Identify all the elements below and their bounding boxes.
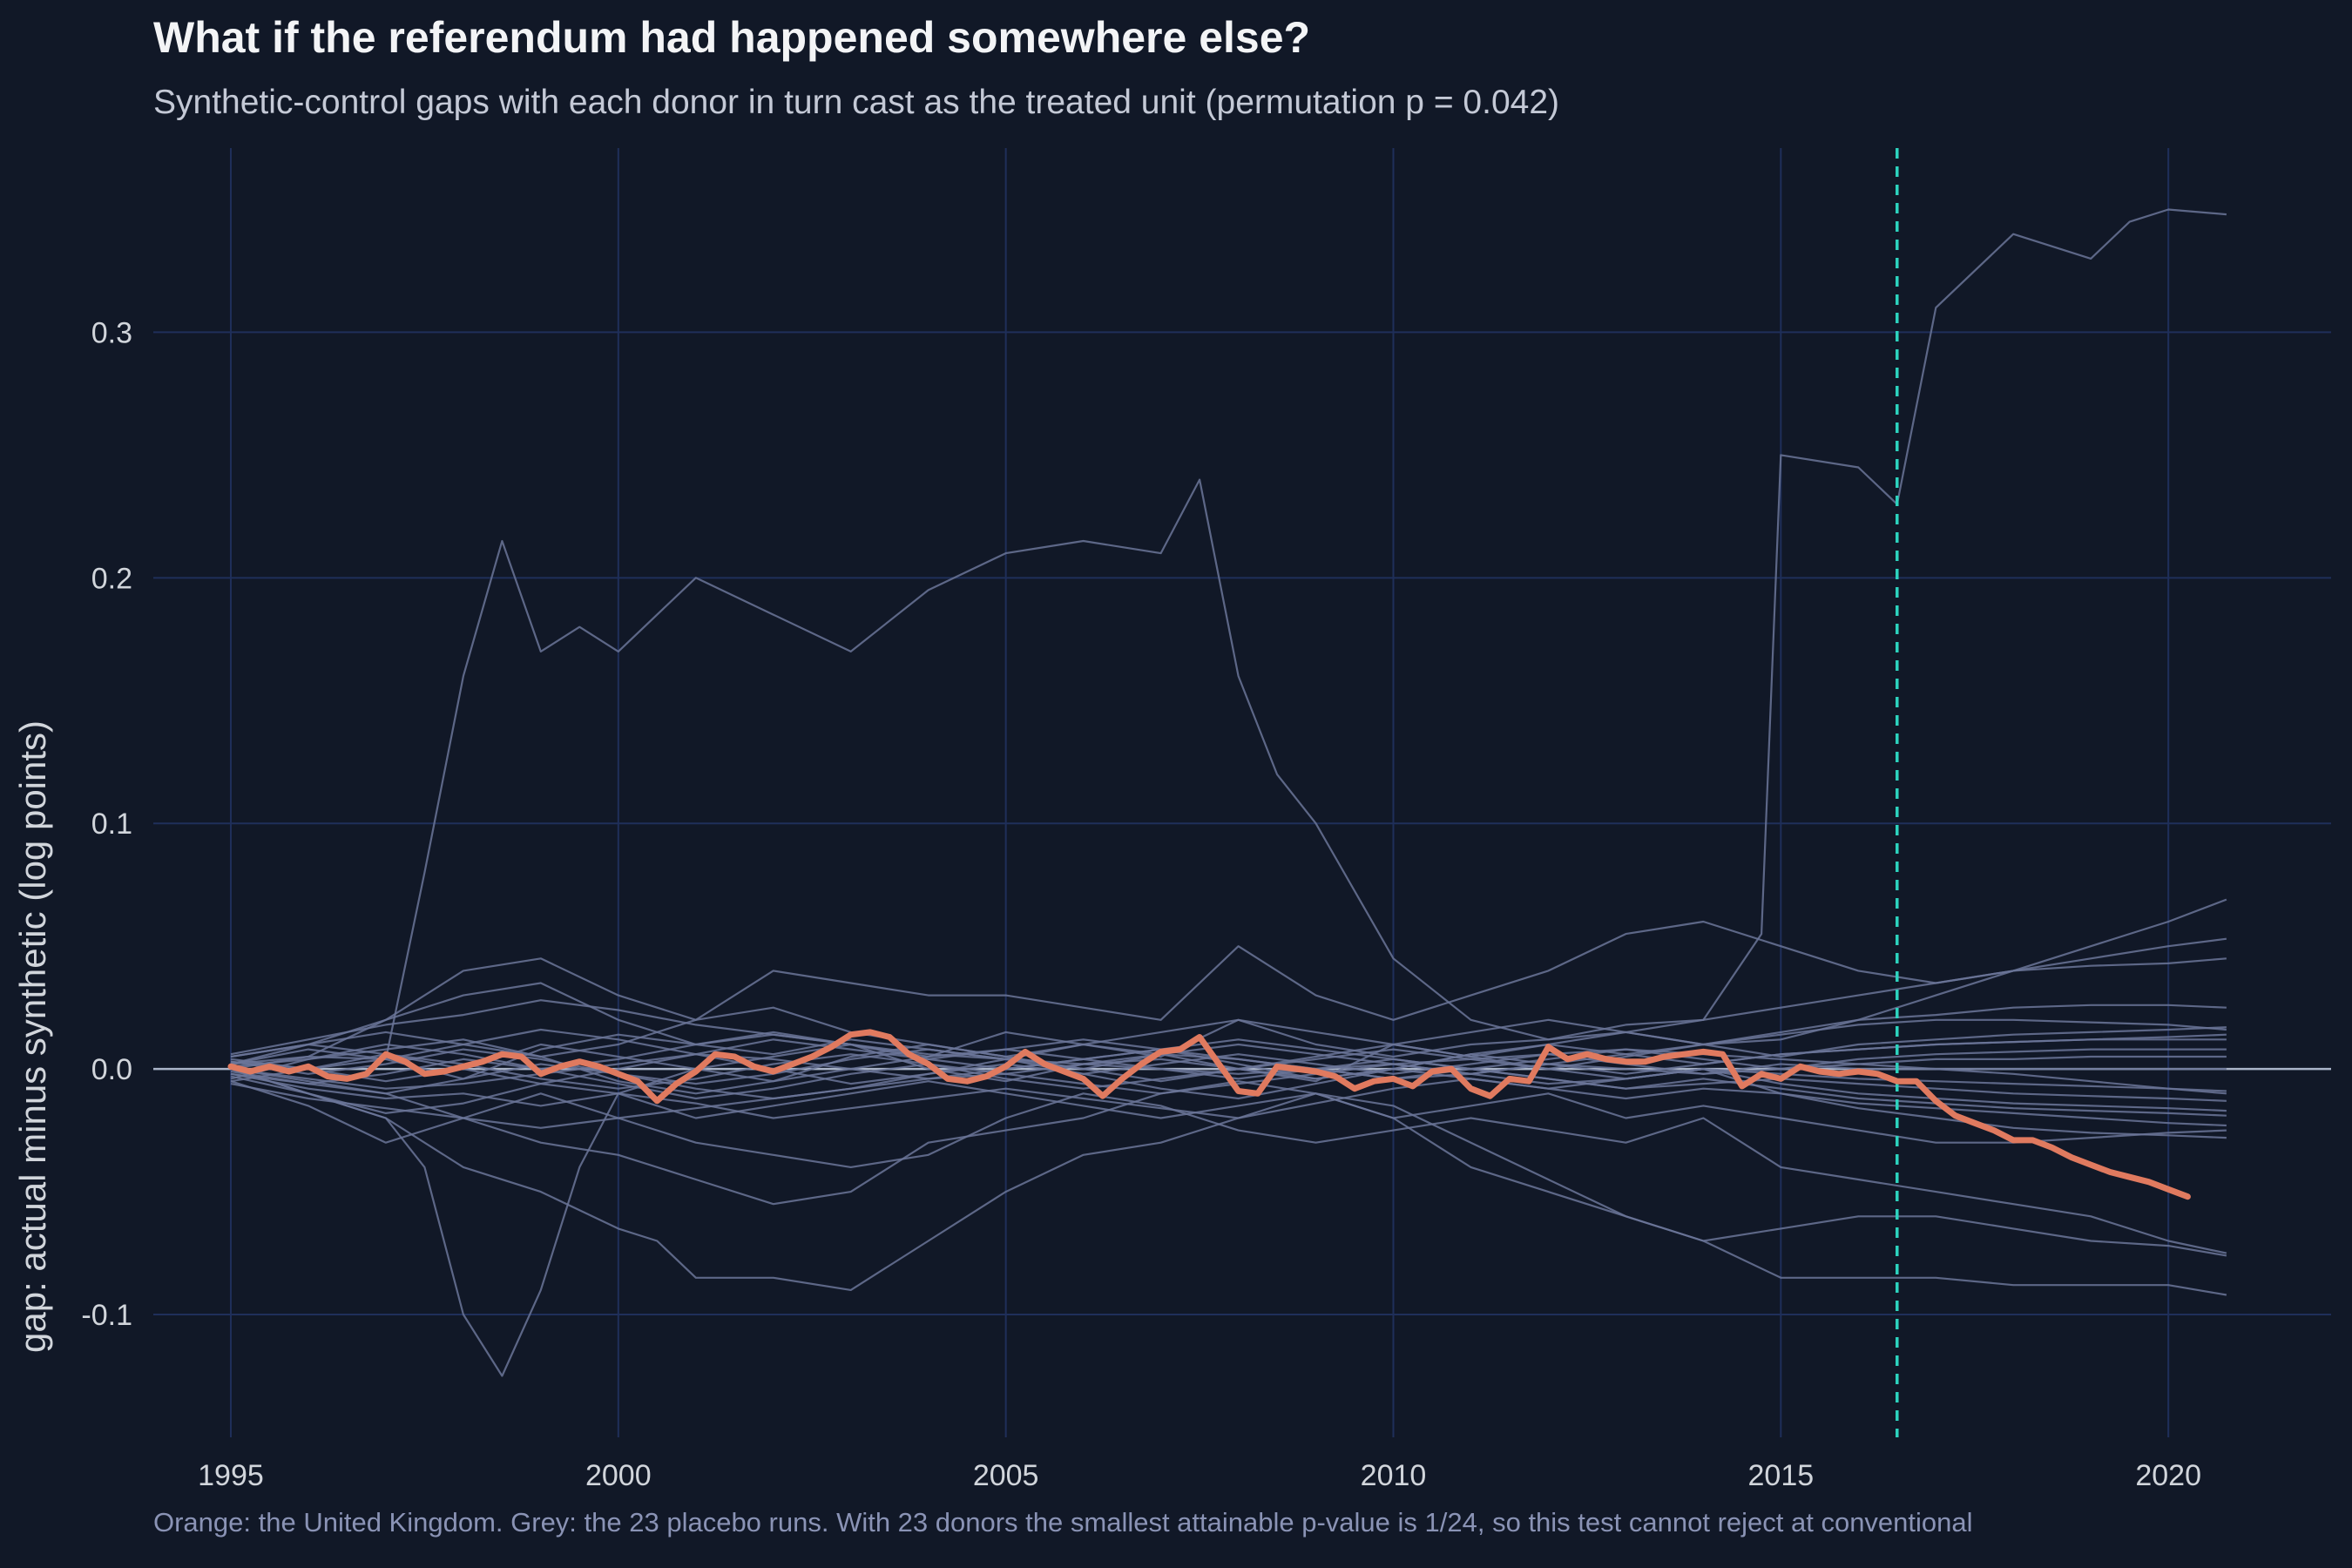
x-tick-label: 2005: [973, 1459, 1039, 1492]
chart-subtitle: Synthetic-control gaps with each donor i…: [153, 84, 1560, 121]
placebo-series-line: [230, 920, 2227, 1071]
treated-series-layer: [227, 1029, 2191, 1200]
chart-caption: Orange: the United Kingdom. Grey: the 23…: [153, 1507, 1973, 1538]
treated-series-line: [227, 1029, 2191, 1200]
placebo-series-line: [230, 1075, 2227, 1127]
y-tick-label: -0.1: [81, 1299, 132, 1332]
placebo-series-layer: [230, 208, 2227, 1377]
placebo-series-line: [230, 898, 2227, 1377]
placebo-series-line: [230, 1038, 2227, 1085]
y-axis-ticks: -0.1 0.0 0.1 0.2 0.3: [81, 316, 132, 1332]
x-tick-label: 2015: [1748, 1459, 1815, 1492]
x-tick-label: 1995: [198, 1459, 264, 1492]
placebo-series-line: [230, 1072, 2227, 1144]
placebo-series-line: [230, 999, 2227, 1095]
placebo-series-line: [230, 1068, 2227, 1257]
placebo-series-line: [230, 1058, 2227, 1112]
y-axis-label: gap: actual minus synthetic (log points): [12, 720, 53, 1353]
placebo-series-line: [230, 1004, 2227, 1065]
x-axis-ticks: 1995 2000 2005 2010 2015 2020: [198, 1459, 2201, 1492]
y-tick-label: 0.0: [91, 1053, 132, 1086]
y-tick-label: 0.3: [91, 316, 132, 349]
placebo-series-line: [230, 1038, 2227, 1129]
x-tick-label: 2020: [2135, 1459, 2201, 1492]
placebo-series-line: [230, 1068, 2227, 1296]
y-gridlines: [153, 331, 2331, 1316]
x-tick-label: 2010: [1361, 1459, 1427, 1492]
placebo-series-line: [230, 1018, 2227, 1080]
placebo-series-line: [230, 208, 2227, 1065]
y-tick-label: 0.2: [91, 562, 132, 595]
x-tick-label: 2000: [585, 1459, 652, 1492]
chart-title: What if the referendum had happened some…: [153, 13, 1311, 62]
y-tick-label: 0.1: [91, 808, 132, 841]
x-gridlines: [229, 148, 2170, 1437]
placebo-series-line: [230, 957, 2227, 1058]
